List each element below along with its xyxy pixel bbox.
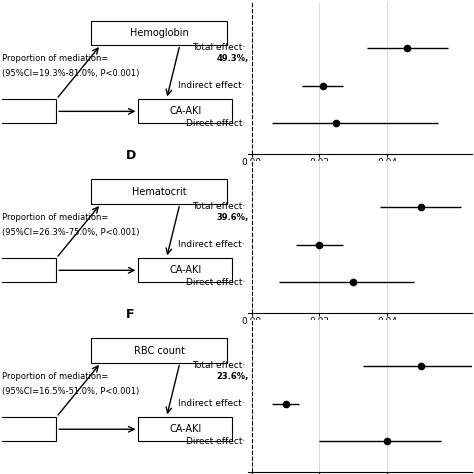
Text: Proportion of mediation=: Proportion of mediation= bbox=[2, 213, 109, 222]
Text: Direct effect·: Direct effect· bbox=[186, 437, 245, 446]
Text: Direct effect·: Direct effect· bbox=[186, 278, 245, 287]
Text: (95%CI=16.5%-51.0%, P<0.001): (95%CI=16.5%-51.0%, P<0.001) bbox=[2, 387, 140, 396]
Text: Indirect effect·: Indirect effect· bbox=[178, 399, 245, 408]
Text: Indirect effect·: Indirect effect· bbox=[178, 240, 245, 249]
Bar bbox=[0, 99, 56, 123]
Bar bbox=[138, 417, 232, 441]
Text: Total effect·: Total effect· bbox=[191, 202, 245, 211]
Bar bbox=[91, 20, 228, 45]
Text: Proportion of mediation=: Proportion of mediation= bbox=[2, 54, 109, 63]
X-axis label: Coeffic...: Coeffic... bbox=[340, 328, 380, 337]
Bar bbox=[91, 338, 228, 363]
Text: CA-AKI: CA-AKI bbox=[169, 424, 201, 434]
Bar bbox=[138, 99, 232, 123]
Text: Hemoglobin: Hemoglobin bbox=[130, 27, 189, 37]
Bar bbox=[0, 258, 56, 283]
Bar bbox=[91, 180, 228, 204]
Text: Proportion of mediation=: Proportion of mediation= bbox=[2, 372, 109, 381]
X-axis label: Coeffic...: Coeffic... bbox=[340, 170, 380, 179]
Text: (95%CI=19.3%-81.0%, P<0.001): (95%CI=19.3%-81.0%, P<0.001) bbox=[2, 69, 140, 78]
Text: Indirect effect·: Indirect effect· bbox=[178, 81, 245, 90]
Text: Total effect·: Total effect· bbox=[191, 361, 245, 370]
Text: Hematocrit: Hematocrit bbox=[132, 187, 187, 197]
Text: 39.6%,: 39.6%, bbox=[216, 213, 248, 222]
Text: B: B bbox=[126, 0, 135, 3]
Text: CA-AKI: CA-AKI bbox=[169, 106, 201, 116]
Text: Total effect·: Total effect· bbox=[191, 43, 245, 52]
Bar bbox=[0, 417, 56, 441]
Text: CA-AKI: CA-AKI bbox=[169, 265, 201, 275]
Text: D: D bbox=[126, 149, 136, 162]
Text: RBC count: RBC count bbox=[134, 346, 185, 356]
Text: (95%CI=26.3%-75.0%, P<0.001): (95%CI=26.3%-75.0%, P<0.001) bbox=[2, 228, 140, 237]
Text: 23.6%,: 23.6%, bbox=[216, 372, 248, 381]
Text: 49.3%,: 49.3%, bbox=[216, 54, 248, 63]
Text: F: F bbox=[126, 308, 134, 321]
Bar bbox=[138, 258, 232, 283]
Text: Direct effect·: Direct effect· bbox=[186, 119, 245, 128]
